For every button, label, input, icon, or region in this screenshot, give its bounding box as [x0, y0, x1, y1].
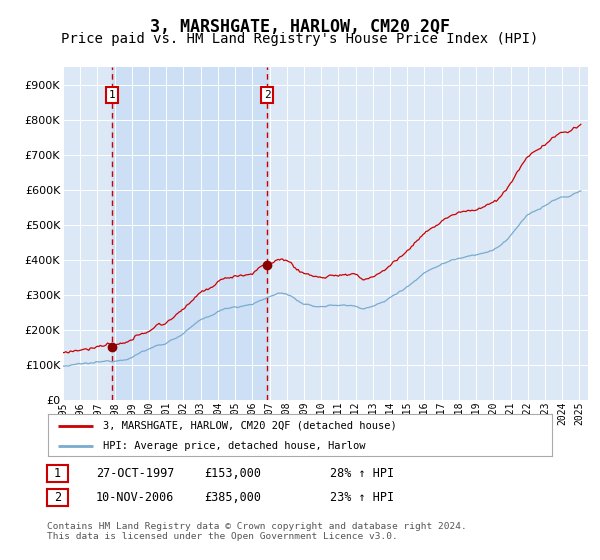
Text: 1: 1: [109, 90, 115, 100]
Text: £385,000: £385,000: [204, 491, 261, 504]
Bar: [112, 67, 268, 400]
Text: HPI: Average price, detached house, Harlow: HPI: Average price, detached house, Harl…: [103, 441, 366, 451]
Text: 3, MARSHGATE, HARLOW, CM20 2QF (detached house): 3, MARSHGATE, HARLOW, CM20 2QF (detached…: [103, 421, 397, 431]
Text: Price paid vs. HM Land Registry's House Price Index (HPI): Price paid vs. HM Land Registry's House …: [61, 32, 539, 46]
Text: 27-OCT-1997: 27-OCT-1997: [96, 466, 175, 480]
Text: 28% ↑ HPI: 28% ↑ HPI: [330, 466, 394, 480]
Text: 2: 2: [54, 491, 61, 505]
Text: 3, MARSHGATE, HARLOW, CM20 2QF: 3, MARSHGATE, HARLOW, CM20 2QF: [150, 18, 450, 36]
Text: 10-NOV-2006: 10-NOV-2006: [96, 491, 175, 504]
Text: 23% ↑ HPI: 23% ↑ HPI: [330, 491, 394, 504]
Text: 1: 1: [54, 467, 61, 480]
Text: Contains HM Land Registry data © Crown copyright and database right 2024.
This d: Contains HM Land Registry data © Crown c…: [47, 522, 467, 542]
Text: 2: 2: [264, 90, 271, 100]
Text: £153,000: £153,000: [204, 466, 261, 480]
